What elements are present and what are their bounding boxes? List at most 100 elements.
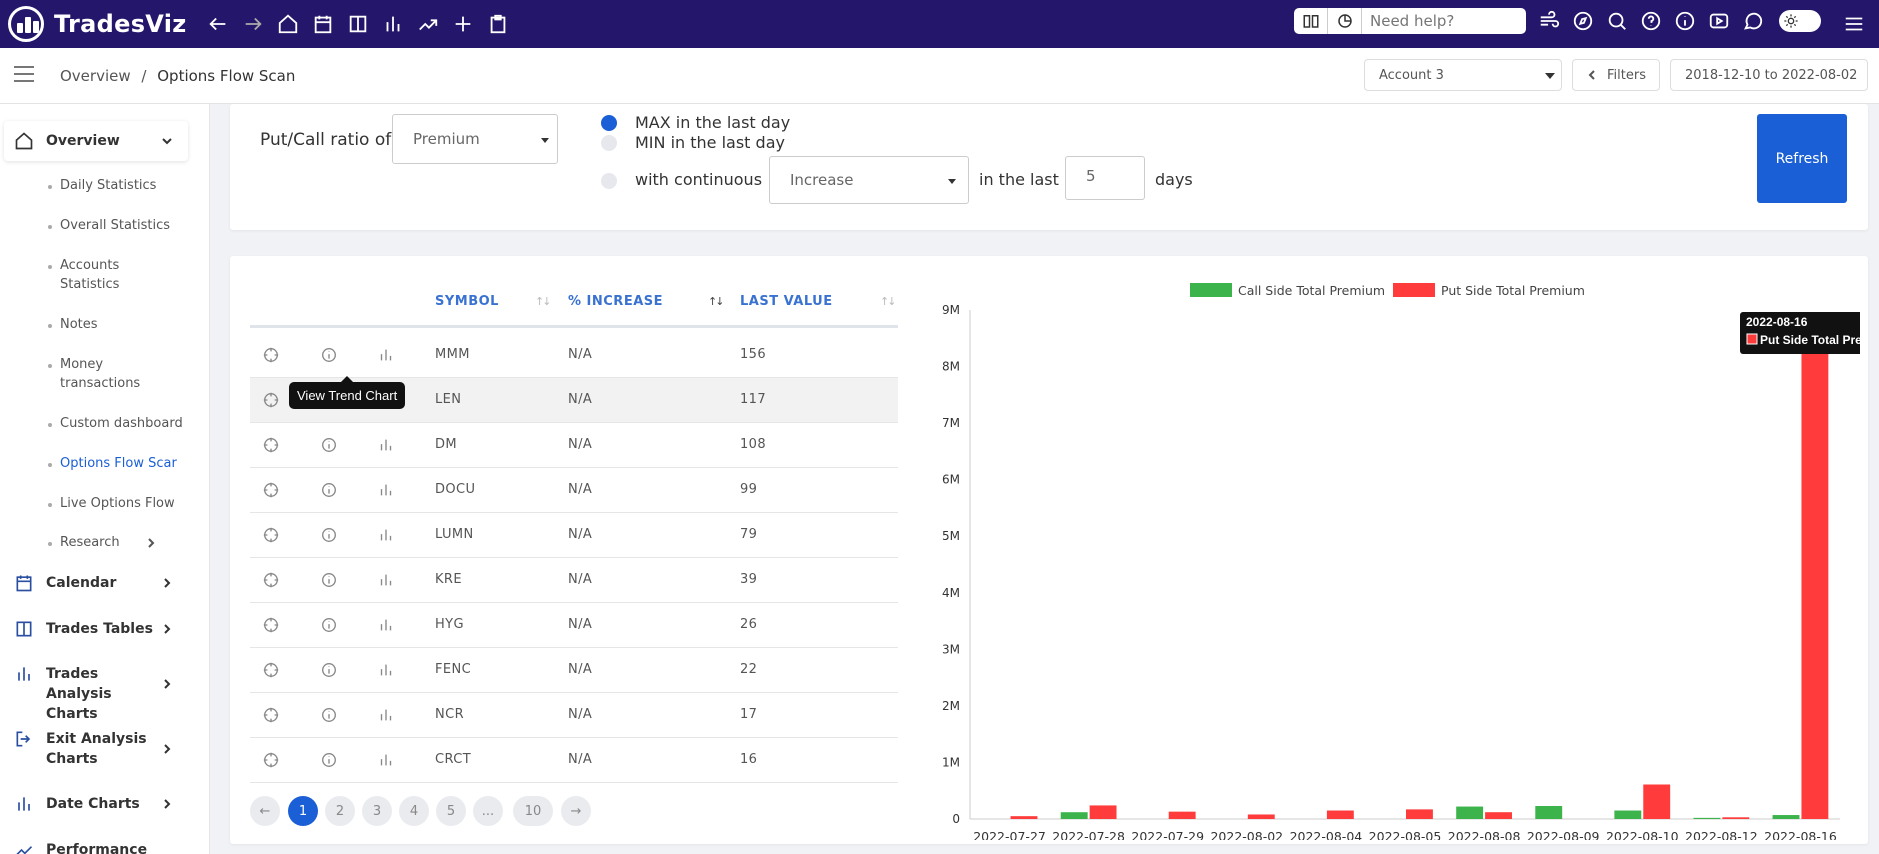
target-icon[interactable]: [262, 481, 280, 499]
trend-chart-icon[interactable]: [377, 346, 395, 364]
help-search-input[interactable]: [1370, 12, 1520, 30]
info-icon[interactable]: [320, 346, 338, 364]
cell-symbol[interactable]: HYG: [435, 617, 464, 632]
sidebar-toggle-icon[interactable]: [14, 66, 34, 87]
sidebar-item-daily-statistics[interactable]: Daily Statistics: [48, 176, 185, 195]
metric-select[interactable]: Premium: [392, 114, 558, 164]
sort-icon[interactable]: ↑↓: [880, 295, 897, 308]
target-icon[interactable]: [262, 661, 280, 679]
page-button-1[interactable]: 1: [288, 796, 318, 826]
table-row[interactable]: DOCU N/A 99: [250, 468, 898, 513]
trend-chart-icon[interactable]: [377, 751, 395, 769]
help-icon[interactable]: [1639, 9, 1663, 33]
page-button-4[interactable]: 4: [399, 796, 429, 826]
column-pct-increase[interactable]: % INCREASE: [568, 294, 664, 309]
page-button-3[interactable]: 3: [362, 796, 392, 826]
next-page-button[interactable]: →: [561, 796, 591, 826]
cell-symbol[interactable]: LEN: [435, 392, 462, 407]
info-icon[interactable]: [320, 481, 338, 499]
arrow-right-icon[interactable]: [241, 12, 265, 36]
logo[interactable]: TradesViz: [8, 6, 198, 42]
target-icon[interactable]: [262, 526, 280, 544]
home-icon[interactable]: [276, 12, 300, 36]
date-range-picker[interactable]: 2018-12-10 to 2022-08-02: [1670, 59, 1868, 91]
sidebar-item-accounts-statistics[interactable]: Accounts Statistics: [48, 256, 140, 294]
column-last-value[interactable]: LAST VALUE: [740, 294, 833, 309]
page-button-2[interactable]: 2: [325, 796, 355, 826]
radio-min[interactable]: [601, 135, 617, 151]
info-icon[interactable]: [320, 751, 338, 769]
trend-chart-icon[interactable]: [377, 571, 395, 589]
refresh-button[interactable]: Refresh: [1757, 114, 1847, 203]
sidebar-item-research[interactable]: Research: [48, 533, 185, 552]
cell-symbol[interactable]: MMM: [435, 347, 470, 362]
target-icon[interactable]: [262, 706, 280, 724]
info-icon[interactable]: [320, 436, 338, 454]
page-button-5[interactable]: 5: [436, 796, 466, 826]
trend-chart-icon[interactable]: [377, 526, 395, 544]
hamburger-menu-icon[interactable]: [1842, 12, 1866, 36]
chat-icon[interactable]: [1741, 9, 1765, 33]
sidebar-item-options-flow-scan[interactable]: Options Flow Scar: [48, 454, 185, 473]
sort-icon[interactable]: ↑↓: [535, 295, 552, 308]
trend-chart-icon[interactable]: [377, 706, 395, 724]
trend-chart-icon[interactable]: [377, 481, 395, 499]
trend-chart-icon[interactable]: [377, 616, 395, 634]
trend-select[interactable]: Increase: [769, 156, 969, 204]
search-icon[interactable]: [1605, 9, 1629, 33]
table-row[interactable]: HYG N/A 26: [250, 603, 898, 648]
table-row[interactable]: DM N/A 108: [250, 423, 898, 468]
page-ellipsis[interactable]: ...: [473, 796, 503, 826]
info-icon[interactable]: [320, 661, 338, 679]
theme-toggle[interactable]: [1779, 10, 1821, 32]
prev-page-button[interactable]: ←: [250, 796, 280, 826]
plus-icon[interactable]: [451, 12, 475, 36]
table-row[interactable]: KRE N/A 39: [250, 558, 898, 603]
sidebar-item-notes[interactable]: Notes: [48, 315, 185, 334]
sidebar-item-custom-dashboard[interactable]: Custom dashboard: [48, 414, 185, 433]
cell-symbol[interactable]: NCR: [435, 707, 465, 722]
target-icon[interactable]: [262, 571, 280, 589]
page-button-10[interactable]: 10: [513, 796, 553, 826]
target-icon[interactable]: [262, 436, 280, 454]
sort-desc-icon[interactable]: ↑↓: [708, 295, 725, 308]
target-icon[interactable]: [262, 346, 280, 364]
table-row[interactable]: MMM N/A 156: [250, 333, 898, 378]
filters-button[interactable]: Filters: [1572, 59, 1660, 91]
book-icon[interactable]: [1294, 8, 1328, 34]
info-icon[interactable]: [320, 526, 338, 544]
wind-icon[interactable]: [1537, 9, 1561, 33]
table-row[interactable]: LUMN N/A 79: [250, 513, 898, 558]
cell-symbol[interactable]: FENC: [435, 662, 472, 677]
cell-symbol[interactable]: DM: [435, 437, 458, 452]
info-icon[interactable]: [320, 571, 338, 589]
target-icon[interactable]: [262, 616, 280, 634]
sidebar-item-overview[interactable]: [4, 121, 188, 161]
info-icon[interactable]: [320, 706, 338, 724]
radio-max[interactable]: [601, 115, 617, 131]
trend-chart-icon[interactable]: [416, 12, 440, 36]
compass-icon[interactable]: [1571, 9, 1595, 33]
video-icon[interactable]: [1707, 9, 1731, 33]
radio-continuous[interactable]: [601, 173, 617, 189]
target-icon[interactable]: [262, 391, 280, 409]
cell-symbol[interactable]: LUMN: [435, 527, 474, 542]
split-view-icon[interactable]: [346, 12, 370, 36]
days-input[interactable]: 5: [1065, 156, 1145, 200]
sidebar-item-live-options-flow[interactable]: Live Options Flow: [48, 494, 185, 513]
table-row[interactable]: FENC N/A 22: [250, 648, 898, 693]
sidebar-item-money-transactions[interactable]: Money transactions: [48, 355, 150, 393]
calendar-icon[interactable]: [311, 12, 335, 36]
target-icon[interactable]: [262, 751, 280, 769]
cell-symbol[interactable]: DOCU: [435, 482, 476, 497]
sidebar-item-overall-statistics[interactable]: Overall Statistics: [48, 216, 185, 235]
trend-chart-icon[interactable]: [377, 436, 395, 454]
info-icon[interactable]: [320, 616, 338, 634]
info-icon[interactable]: [1673, 9, 1697, 33]
cell-symbol[interactable]: KRE: [435, 572, 462, 587]
breadcrumb-root[interactable]: Overview: [60, 67, 131, 85]
table-row[interactable]: CRCT N/A 16: [250, 738, 898, 783]
arrow-left-icon[interactable]: [206, 12, 230, 36]
cell-symbol[interactable]: CRCT: [435, 752, 472, 767]
bar-chart-icon[interactable]: [381, 12, 405, 36]
